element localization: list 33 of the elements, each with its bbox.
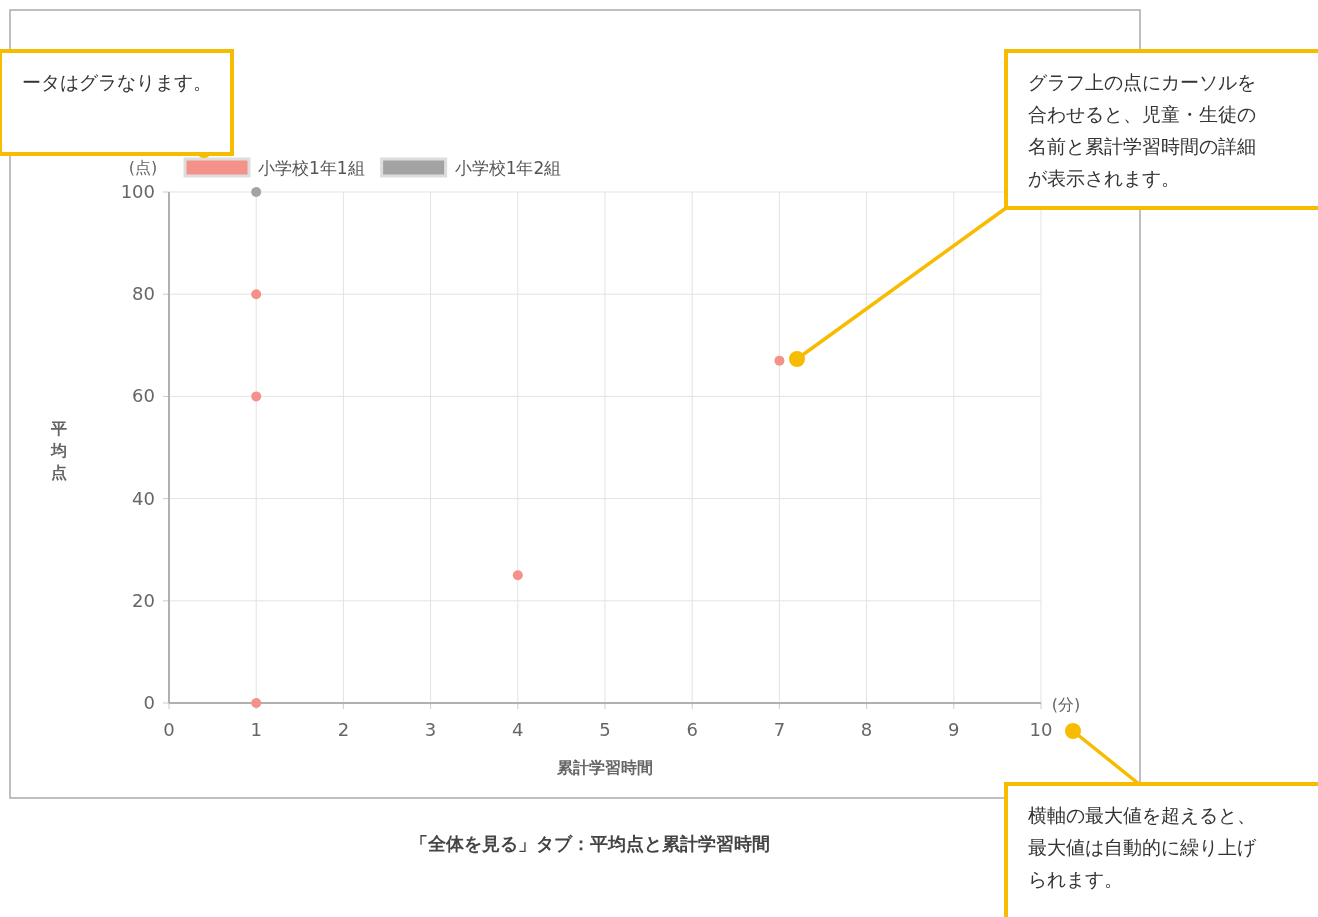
x-tick-label: 7 <box>773 719 786 740</box>
x-tick-label: 3 <box>424 719 437 740</box>
y-axis-title: 平均点 <box>50 419 67 482</box>
point <box>251 698 262 708</box>
text: 「全体を見る」タブ：平均点と累計学習時間 <box>410 833 770 854</box>
x-tick-label: 5 <box>599 719 611 740</box>
text: (分) <box>1051 695 1081 714</box>
x-tick-label: 2 <box>337 719 350 740</box>
text: ータはグラなります。 <box>22 71 212 93</box>
text: (点) <box>128 158 158 177</box>
text: 横軸の最大値を超えると、最大値は自動的に繰り上げられます。 <box>1028 804 1257 890</box>
legend-label: 小学校1年1組 <box>258 158 365 178</box>
x-tick-label: 4 <box>512 719 524 740</box>
x-tick-label: 8 <box>860 719 873 740</box>
y-tick-label: 20 <box>132 589 155 611</box>
legend-label: 小学校1年2組 <box>454 158 562 178</box>
x-tick-label: 9 <box>948 719 960 740</box>
point <box>512 570 523 581</box>
y-tick-label: 40 <box>132 487 155 509</box>
text: グラフ上の点にカーソルを合わせると、児童・生徒の名前と累計学習時間の詳細が表示されます。 <box>1028 71 1256 189</box>
x-tick-label: 0 <box>163 719 175 740</box>
x-tick-label: 6 <box>686 719 698 740</box>
point <box>774 355 785 366</box>
y-tick-label: 100 <box>120 181 155 202</box>
point <box>251 289 262 300</box>
x-tick-label: 1 <box>250 719 262 740</box>
y-tick-label: 80 <box>132 283 155 305</box>
y-tick-label: 0 <box>143 692 155 713</box>
x-axis-title: 累計学習時間 <box>556 758 653 777</box>
y-tick-label: 60 <box>132 385 155 407</box>
point <box>251 391 262 402</box>
x-tick-label: 10 <box>1029 719 1053 740</box>
point <box>251 187 262 197</box>
